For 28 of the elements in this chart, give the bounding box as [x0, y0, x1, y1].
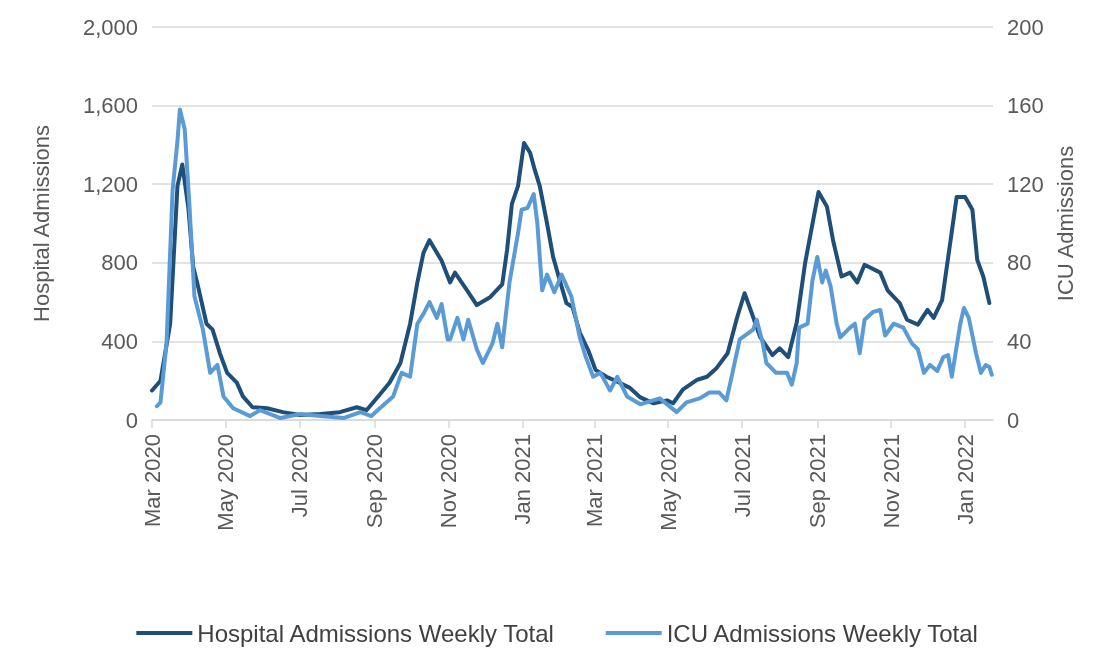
y2-tick-label: 80 [1007, 250, 1032, 276]
x-tick-label: May 2020 [213, 434, 239, 531]
x-tick-label: Mar 2021 [581, 434, 607, 527]
y2-tick-label: 200 [1007, 14, 1044, 40]
y2-tick-label: 160 [1007, 93, 1044, 119]
y-tick-label: 400 [101, 328, 138, 354]
x-tick-label: Sep 2020 [362, 434, 388, 529]
y-tick-label: 1,200 [82, 171, 138, 197]
x-tick-label: Jul 2020 [287, 434, 313, 518]
x-tick-label: May 2021 [655, 434, 681, 531]
legend-label: Hospital Admissions Weekly Total [197, 619, 554, 647]
y2-axis-title: ICU Admissions [1053, 145, 1079, 302]
x-tick-label: Sep 2021 [804, 434, 830, 529]
x-tick-label: Mar 2020 [139, 434, 165, 527]
legend-label: ICU Admissions Weekly Total [666, 619, 978, 647]
x-tick-label: Nov 2020 [436, 434, 462, 529]
y2-tick-label: 0 [1007, 407, 1020, 433]
y-axis-title: Hospital Admissions [28, 125, 54, 322]
y-tick-label: 2,000 [82, 14, 138, 40]
x-tick-label: Nov 2021 [878, 434, 904, 529]
x-tick-label: Jan 2021 [510, 434, 536, 525]
y2-tick-label: 40 [1007, 328, 1032, 354]
y-tick-label: 0 [125, 407, 138, 433]
y-tick-label: 800 [101, 250, 138, 276]
y2-tick-label: 120 [1007, 171, 1044, 197]
x-tick-label: Jan 2022 [952, 434, 978, 525]
y-tick-label: 1,600 [82, 93, 138, 119]
x-tick-label: Jul 2021 [729, 434, 755, 518]
